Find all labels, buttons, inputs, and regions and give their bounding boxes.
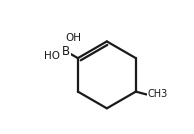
Text: B: B — [62, 45, 70, 58]
Text: HO: HO — [44, 51, 60, 61]
Text: OH: OH — [66, 33, 81, 43]
Text: CH3: CH3 — [148, 90, 168, 99]
